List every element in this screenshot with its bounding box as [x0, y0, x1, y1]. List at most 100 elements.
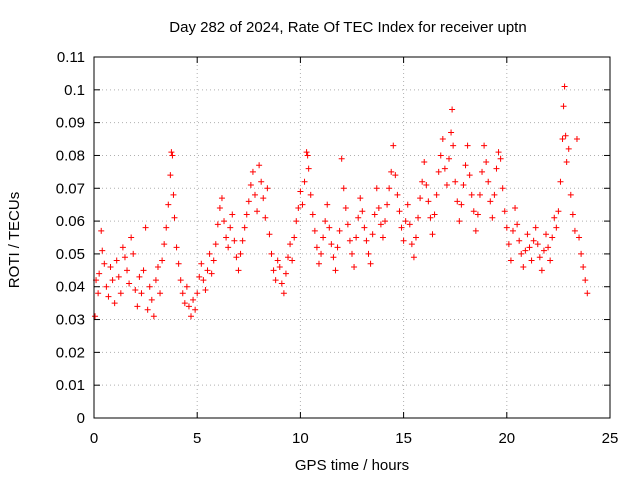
data-point	[235, 267, 242, 274]
data-point	[113, 257, 120, 264]
data-point	[353, 234, 360, 241]
x-tick-label: 20	[498, 430, 515, 447]
data-point	[154, 264, 161, 271]
data-point	[545, 244, 552, 251]
data-point	[468, 191, 475, 198]
data-point	[326, 224, 333, 231]
data-point	[159, 257, 166, 264]
data-point	[377, 221, 384, 228]
data-point	[483, 159, 490, 166]
data-point	[170, 191, 177, 198]
data-point	[293, 218, 300, 225]
data-point	[334, 244, 341, 251]
data-point	[351, 264, 358, 271]
y-axis-ticks: 0 0.01 0.02 0.03 0.04 0.05 0.06 0.07 0.08 0.09 0.1…	[56, 49, 610, 427]
data-point	[98, 227, 105, 234]
data-point	[390, 142, 397, 149]
data-point	[111, 300, 118, 307]
data-point	[318, 250, 325, 257]
y-tick-label: 0.11	[57, 49, 85, 66]
y-tick-label: 0.1	[64, 82, 85, 99]
data-point	[452, 178, 459, 185]
data-point	[96, 270, 103, 277]
data-point	[509, 227, 516, 234]
data-point	[582, 277, 589, 284]
data-point	[192, 306, 199, 313]
data-point	[134, 303, 141, 310]
data-point	[423, 181, 430, 188]
data-point	[557, 178, 564, 185]
data-point	[538, 267, 545, 274]
data-point	[202, 287, 209, 294]
data-point	[567, 191, 574, 198]
data-point	[553, 224, 560, 231]
data-point	[105, 293, 112, 300]
data-point	[344, 221, 351, 228]
data-point	[396, 208, 403, 215]
data-point	[371, 211, 378, 218]
data-point	[264, 185, 271, 192]
data-point	[119, 244, 126, 251]
data-point	[435, 168, 442, 175]
y-tick-label: 0.04	[56, 279, 85, 296]
data-point	[441, 165, 448, 172]
data-point	[408, 241, 415, 248]
data-point	[311, 227, 318, 234]
data-point	[239, 237, 246, 244]
y-tick-label: 0.03	[56, 312, 85, 329]
x-tick-label: 10	[292, 430, 309, 447]
data-point	[173, 244, 180, 251]
data-point	[573, 136, 580, 143]
data-point	[126, 280, 133, 287]
data-point	[456, 218, 463, 225]
data-point	[117, 290, 124, 297]
data-point	[140, 267, 147, 274]
y-tick-label: 0.07	[56, 180, 85, 197]
data-point	[274, 257, 281, 264]
data-point	[464, 142, 471, 149]
data-point	[138, 290, 145, 297]
data-point	[278, 280, 285, 287]
data-point	[503, 224, 510, 231]
data-point	[190, 296, 197, 303]
data-point	[429, 231, 436, 238]
x-axis-label: GPS time / hours	[295, 457, 409, 474]
data-point	[247, 181, 254, 188]
data-point	[379, 234, 386, 241]
data-point	[130, 250, 137, 257]
data-point	[212, 241, 219, 248]
y-tick-label: 0.02	[56, 344, 85, 361]
data-point	[109, 277, 116, 284]
data-point	[200, 277, 207, 284]
data-point	[124, 267, 131, 274]
data-point	[357, 195, 364, 202]
data-point	[365, 250, 372, 257]
data-point	[270, 267, 277, 274]
y-tick-label: 0.09	[56, 115, 85, 132]
data-point	[168, 149, 175, 156]
data-point	[287, 241, 294, 248]
data-point	[375, 204, 382, 211]
data-point	[177, 277, 184, 284]
x-tick-label: 0	[90, 430, 98, 447]
data-point	[507, 257, 514, 264]
data-point	[497, 155, 504, 162]
data-point	[400, 237, 407, 244]
data-point	[433, 191, 440, 198]
data-point	[103, 283, 110, 290]
data-point	[355, 214, 362, 221]
data-point	[458, 201, 465, 208]
data-point	[481, 142, 488, 149]
data-point	[479, 168, 486, 175]
data-point	[157, 290, 164, 297]
data-point	[214, 221, 221, 228]
data-point	[565, 145, 572, 152]
data-point	[359, 208, 366, 215]
data-point	[398, 224, 405, 231]
data-point	[516, 237, 523, 244]
data-point	[571, 227, 578, 234]
data-point	[175, 260, 182, 267]
y-axis-label: ROTI / TECUs	[6, 192, 23, 288]
data-point	[340, 185, 347, 192]
data-point	[534, 241, 541, 248]
